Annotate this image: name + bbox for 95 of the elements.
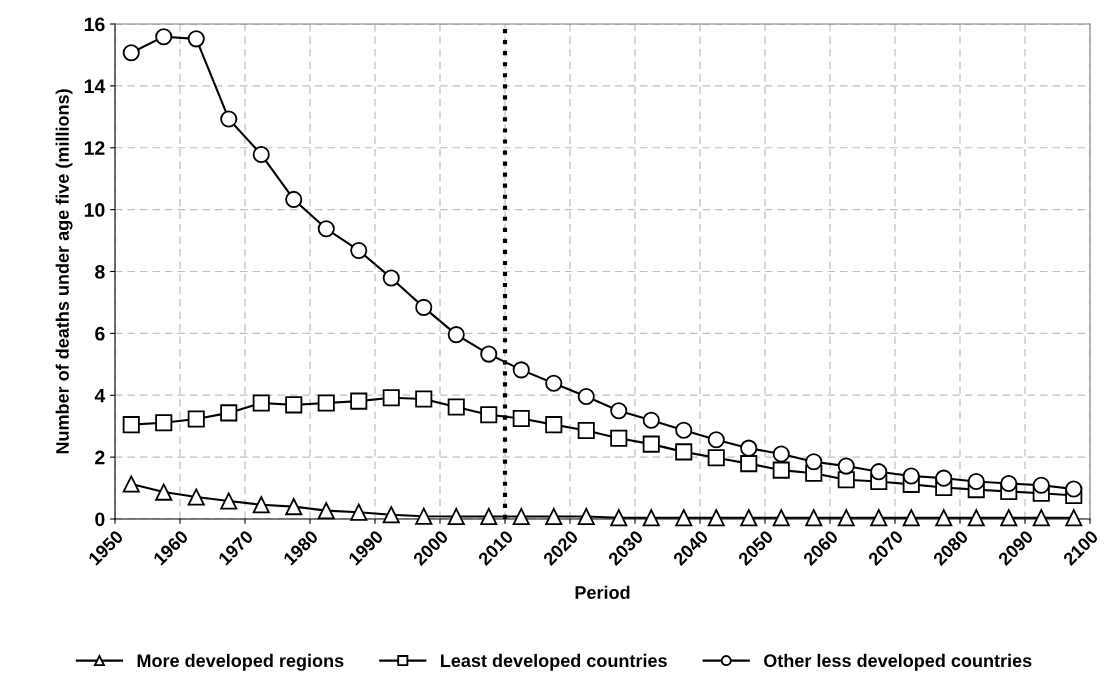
point [350, 503, 368, 521]
point [675, 421, 693, 439]
point [220, 110, 238, 128]
point [610, 509, 628, 527]
point [220, 404, 238, 422]
point [350, 241, 368, 260]
y-tick-label: 16 [84, 17, 105, 32]
point [155, 483, 173, 501]
point [415, 298, 433, 316]
point [382, 506, 400, 524]
point [902, 467, 920, 485]
point [317, 220, 335, 238]
y-tick-label: 4 [94, 388, 106, 403]
point [155, 414, 173, 432]
point [675, 509, 693, 527]
point [805, 509, 823, 527]
point [285, 190, 303, 208]
point [382, 389, 400, 407]
point [512, 409, 530, 427]
point [545, 416, 563, 434]
point [317, 394, 335, 412]
point [577, 387, 595, 406]
point [967, 473, 985, 491]
point [122, 416, 140, 434]
point [707, 431, 725, 449]
point [610, 429, 628, 447]
y-tick-label: 14 [84, 79, 106, 93]
point [577, 507, 595, 526]
point [122, 475, 140, 493]
point [1000, 509, 1018, 527]
point [740, 455, 758, 473]
point [285, 396, 303, 414]
point [155, 28, 173, 46]
point [707, 509, 725, 527]
point [447, 507, 465, 526]
point [285, 498, 303, 516]
point [252, 146, 270, 164]
point [772, 461, 790, 479]
point [317, 502, 335, 520]
point [252, 394, 270, 412]
point [642, 411, 660, 429]
point [1065, 480, 1083, 498]
point [447, 326, 465, 344]
point [252, 496, 270, 514]
point [512, 361, 530, 379]
legend-label: Other less developed countries [763, 653, 1032, 671]
point [577, 421, 595, 440]
point [935, 509, 953, 527]
y-tick-label: 2 [95, 450, 105, 465]
point [382, 269, 400, 287]
point [480, 345, 498, 363]
point [642, 509, 660, 527]
point [480, 406, 498, 424]
point [902, 509, 920, 527]
point [740, 439, 758, 457]
point [512, 507, 530, 526]
point [1032, 509, 1050, 527]
y-tick-label: 8 [95, 264, 105, 279]
point [967, 509, 985, 527]
point [772, 509, 790, 527]
point [642, 435, 660, 453]
point [935, 469, 953, 487]
point [805, 453, 823, 471]
y-tick-label: 6 [95, 326, 105, 341]
y-tick-label: 0 [95, 512, 105, 527]
legend-label: More developed regions [137, 653, 344, 671]
x-axis-title: Period [575, 585, 630, 599]
point [675, 443, 693, 461]
point [187, 488, 205, 506]
point [350, 392, 368, 410]
point [740, 509, 758, 527]
point [447, 398, 465, 416]
y-tick-label: 12 [84, 141, 105, 155]
point [415, 507, 433, 525]
legend-label: Least developed countries [441, 653, 667, 671]
point [870, 463, 888, 481]
point [1032, 476, 1050, 494]
point [837, 457, 855, 475]
point [870, 509, 888, 527]
y-axis-title: Number of deaths under age five (millions) [55, 89, 73, 454]
point [480, 507, 498, 526]
point [545, 374, 563, 392]
point [772, 445, 790, 463]
point [1000, 474, 1018, 492]
point [545, 507, 563, 526]
point [707, 449, 725, 467]
point [220, 492, 238, 510]
point [1065, 509, 1083, 527]
point [122, 44, 140, 62]
point [415, 390, 433, 408]
point [187, 410, 205, 428]
y-tick-label: 10 [84, 203, 105, 217]
point [837, 509, 855, 527]
point [610, 402, 628, 420]
point [187, 30, 205, 48]
